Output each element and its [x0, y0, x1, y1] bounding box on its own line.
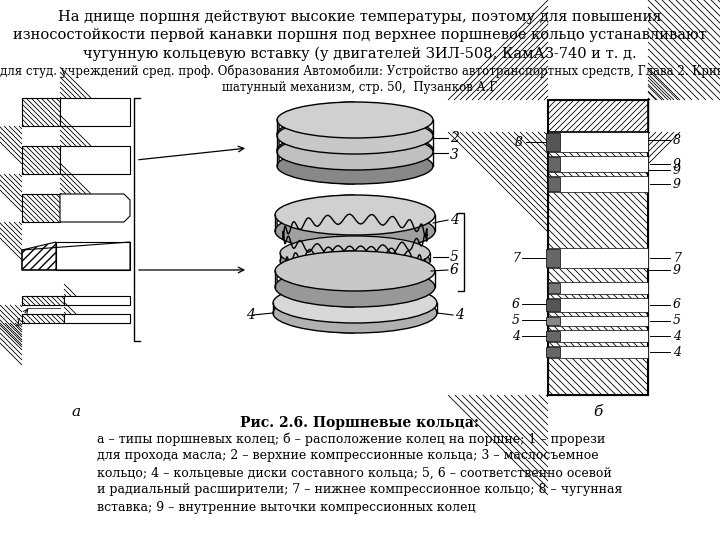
Bar: [22, 146, 60, 174]
Bar: [548, 330, 648, 342]
Ellipse shape: [277, 134, 433, 170]
Text: 3: 3: [450, 148, 459, 162]
Bar: [548, 346, 648, 358]
Ellipse shape: [277, 132, 433, 168]
Bar: [548, 282, 648, 294]
Bar: [546, 299, 560, 311]
Text: 6: 6: [512, 298, 520, 310]
Ellipse shape: [275, 195, 435, 235]
Text: 6: 6: [450, 263, 459, 277]
Bar: [548, 177, 560, 191]
Text: 6: 6: [673, 299, 681, 312]
Bar: [22, 98, 60, 126]
Bar: [548, 100, 648, 132]
Bar: [548, 298, 648, 312]
Ellipse shape: [277, 118, 433, 154]
Text: 9: 9: [673, 158, 681, 171]
Text: 9: 9: [673, 164, 681, 177]
Ellipse shape: [273, 283, 437, 323]
Bar: [60, 146, 130, 174]
Bar: [546, 331, 560, 341]
Text: 8: 8: [673, 133, 681, 146]
Text: 4: 4: [246, 308, 255, 322]
Text: 4: 4: [673, 346, 681, 359]
Bar: [548, 176, 648, 192]
Text: 8: 8: [515, 136, 523, 148]
Bar: [546, 249, 560, 267]
Ellipse shape: [273, 293, 437, 333]
Bar: [546, 133, 560, 151]
Text: 4: 4: [455, 308, 464, 322]
Bar: [548, 100, 648, 395]
Bar: [22, 314, 64, 323]
Bar: [22, 194, 60, 222]
Bar: [548, 248, 648, 268]
Text: 4: 4: [512, 329, 520, 342]
Bar: [22, 314, 64, 323]
Bar: [22, 98, 60, 126]
Bar: [548, 100, 648, 395]
Bar: [548, 132, 648, 152]
Text: 1: 1: [14, 309, 27, 328]
Text: 2: 2: [450, 131, 459, 145]
Bar: [548, 100, 648, 395]
Text: Рис. 2.6. Поршневые кольца:: Рис. 2.6. Поршневые кольца:: [240, 416, 480, 430]
Bar: [548, 156, 648, 172]
Text: 7: 7: [673, 252, 681, 265]
Text: 4: 4: [673, 329, 681, 342]
Text: б: б: [593, 405, 603, 419]
Bar: [22, 194, 60, 222]
Polygon shape: [56, 242, 130, 270]
Bar: [548, 157, 560, 171]
Polygon shape: [60, 194, 130, 222]
Text: а: а: [71, 405, 81, 419]
Text: Учебник для студ. учреждений сред. проф. Образования Автомобили: Устройство авто: Учебник для студ. учреждений сред. проф.…: [0, 64, 720, 93]
Bar: [548, 100, 648, 132]
Bar: [548, 100, 648, 132]
Text: 7: 7: [512, 252, 520, 265]
Text: На днище поршня действуют высокие температуры, поэтому для повышения
износостойк: На днище поршня действуют высокие темпер…: [13, 10, 707, 62]
Text: а – типы поршневых колец; б – расположение колец на поршне; 1 – прорези
для прох: а – типы поршневых колец; б – расположен…: [97, 432, 623, 514]
Bar: [548, 316, 648, 326]
Ellipse shape: [275, 211, 435, 251]
Bar: [22, 146, 60, 174]
Ellipse shape: [277, 116, 433, 152]
Bar: [548, 100, 648, 132]
Ellipse shape: [280, 236, 430, 270]
Bar: [64, 296, 130, 305]
Text: 9: 9: [673, 264, 681, 276]
Ellipse shape: [275, 251, 435, 291]
Bar: [546, 317, 560, 325]
Bar: [64, 314, 130, 323]
Bar: [548, 100, 648, 132]
Bar: [546, 347, 560, 357]
Text: 9: 9: [673, 178, 681, 191]
Ellipse shape: [277, 148, 433, 184]
Ellipse shape: [275, 267, 435, 307]
Text: 4: 4: [450, 213, 459, 227]
Ellipse shape: [277, 102, 433, 138]
Text: 5: 5: [512, 314, 520, 327]
Bar: [22, 296, 64, 305]
Text: 5: 5: [673, 314, 681, 327]
Bar: [548, 283, 560, 293]
Ellipse shape: [280, 244, 430, 278]
Bar: [22, 296, 64, 305]
Bar: [60, 98, 130, 126]
Text: 5: 5: [450, 250, 459, 264]
